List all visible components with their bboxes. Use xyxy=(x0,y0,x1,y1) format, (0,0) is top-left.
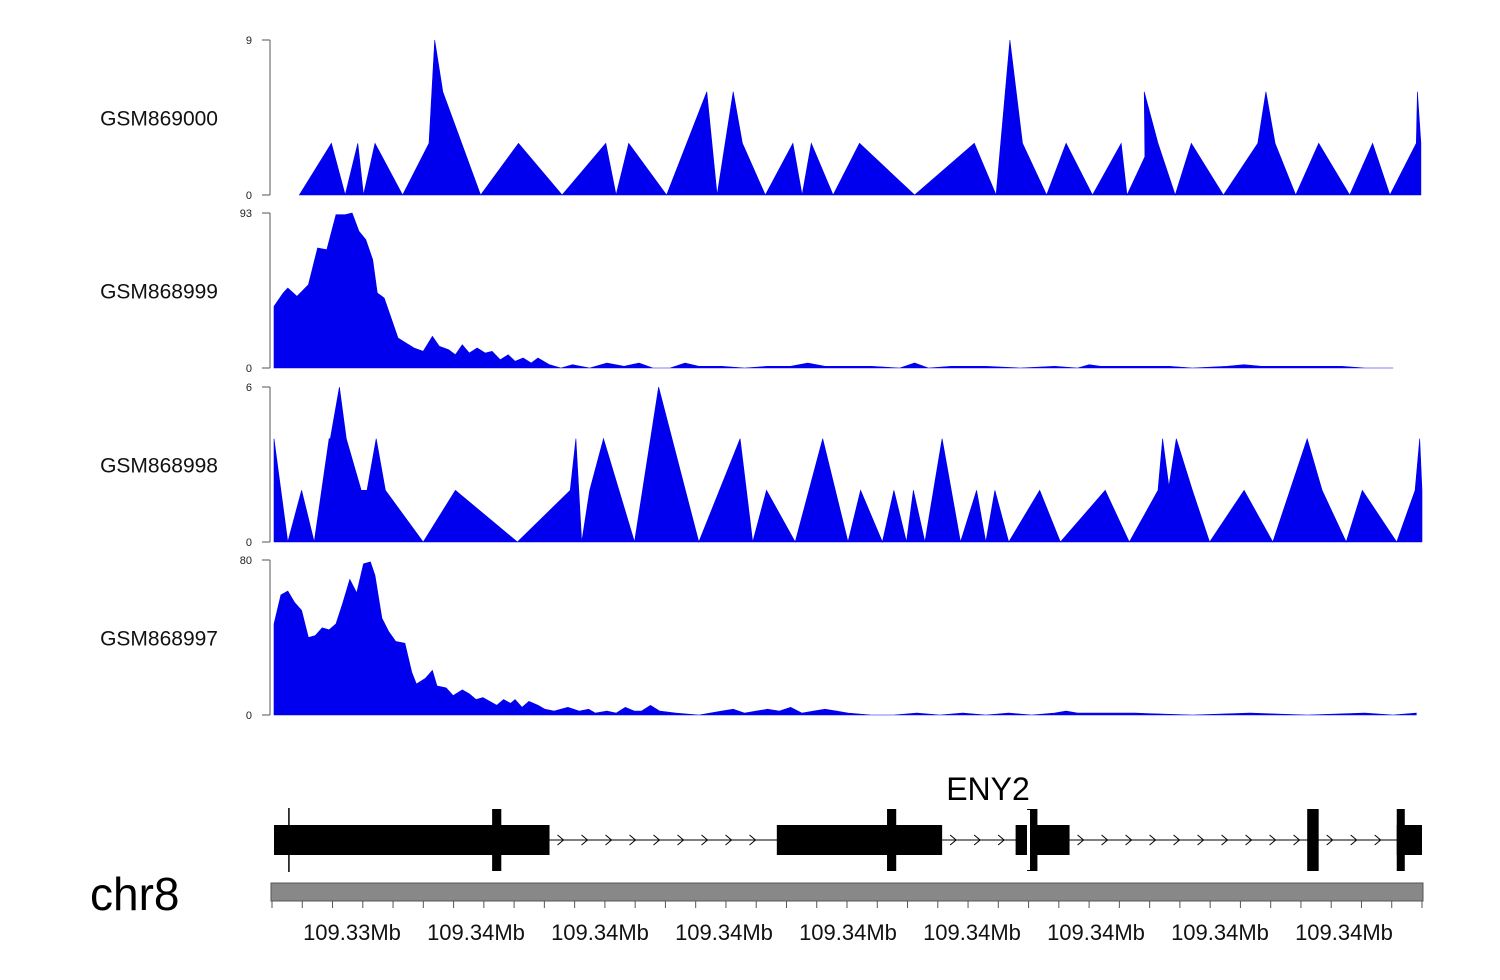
strand-arrow xyxy=(1293,834,1301,846)
y-tick-label-top: 93 xyxy=(240,208,252,220)
y-tick-label-bottom: 0 xyxy=(246,710,252,722)
strand-arrow xyxy=(1374,834,1382,846)
gene-cds-marker xyxy=(1027,809,1038,871)
gene-exon xyxy=(274,825,550,855)
chromosome-label: chr8 xyxy=(90,868,179,920)
coverage-area xyxy=(273,212,1394,369)
strand-arrow xyxy=(701,834,709,846)
x-tick-label: 109.34Mb xyxy=(675,920,773,945)
strand-arrow xyxy=(749,834,757,846)
strand-arrow xyxy=(1101,834,1109,846)
strand-arrow xyxy=(1245,834,1253,846)
gene-track: ENY2 xyxy=(274,771,1422,872)
strand-arrow xyxy=(629,834,637,846)
track-label: GSM868997 xyxy=(100,628,218,651)
gene-gap-marker xyxy=(1027,810,1030,870)
strand-arrow xyxy=(1077,834,1085,846)
gene-exon xyxy=(776,825,943,855)
strand-arrow xyxy=(1173,834,1181,846)
strand-arrow xyxy=(1326,834,1334,846)
x-tick-label: 109.34Mb xyxy=(799,920,897,945)
y-tick-label-bottom: 0 xyxy=(246,537,252,549)
track-label: GSM869000 xyxy=(100,108,218,131)
strand-arrow xyxy=(997,834,1005,846)
strand-arrow xyxy=(653,834,661,846)
strand-arrow xyxy=(1221,834,1229,846)
gene-cds-marker xyxy=(887,809,897,871)
strand-arrow xyxy=(725,834,733,846)
gene-cds-marker xyxy=(492,809,502,871)
strand-arrow xyxy=(1149,834,1157,846)
x-tick-label: 109.34Mb xyxy=(923,920,1021,945)
y-tick-label-top: 6 xyxy=(246,382,252,394)
strand-arrow xyxy=(677,834,685,846)
x-tick-label: 109.33Mb xyxy=(303,920,401,945)
gene-cds-marker xyxy=(1307,809,1319,871)
strand-arrow xyxy=(605,834,613,846)
strand-arrow xyxy=(557,834,565,846)
strand-arrow xyxy=(1350,834,1358,846)
coverage-area xyxy=(273,561,1417,716)
track-GSM868998: 6 0 GSM868998 xyxy=(100,382,1423,549)
chromosome-bar xyxy=(270,882,1424,902)
x-tick-label: 109.34Mb xyxy=(551,920,649,945)
y-tick-label-top: 9 xyxy=(246,35,252,47)
strand-arrow xyxy=(949,834,957,846)
gene-exon xyxy=(1015,825,1070,855)
track-GSM868999: 93 0 GSM868999 xyxy=(100,208,1394,375)
coverage-area xyxy=(273,386,1423,543)
strand-arrow xyxy=(1269,834,1277,846)
strand-arrow xyxy=(973,834,981,846)
gene-name-label: ENY2 xyxy=(946,771,1030,807)
y-tick-label-top: 80 xyxy=(240,555,252,567)
y-tick-label-bottom: 0 xyxy=(246,363,252,375)
x-tick-label: 109.34Mb xyxy=(1295,920,1393,945)
coverage-area xyxy=(298,39,1422,197)
strand-arrow xyxy=(1197,834,1205,846)
x-axis: 109.33Mb 109.34Mb 109.34Mb 109.34Mb 109.34Mb… xyxy=(271,901,1423,945)
track-GSM869000: 9 0 GSM869000 xyxy=(100,35,1422,202)
x-tick-label: 109.34Mb xyxy=(1171,920,1269,945)
track-label: GSM868999 xyxy=(100,281,218,304)
track-label: GSM868998 xyxy=(100,455,218,478)
y-tick-label-bottom: 0 xyxy=(246,190,252,202)
strand-arrow xyxy=(1125,834,1133,846)
strand-arrow xyxy=(581,834,589,846)
gene-cds-marker xyxy=(1396,809,1405,871)
x-tick-label: 109.34Mb xyxy=(427,920,525,945)
track-GSM868997: 80 0 GSM868997 xyxy=(100,555,1417,722)
x-tick-label: 109.34Mb xyxy=(1047,920,1145,945)
